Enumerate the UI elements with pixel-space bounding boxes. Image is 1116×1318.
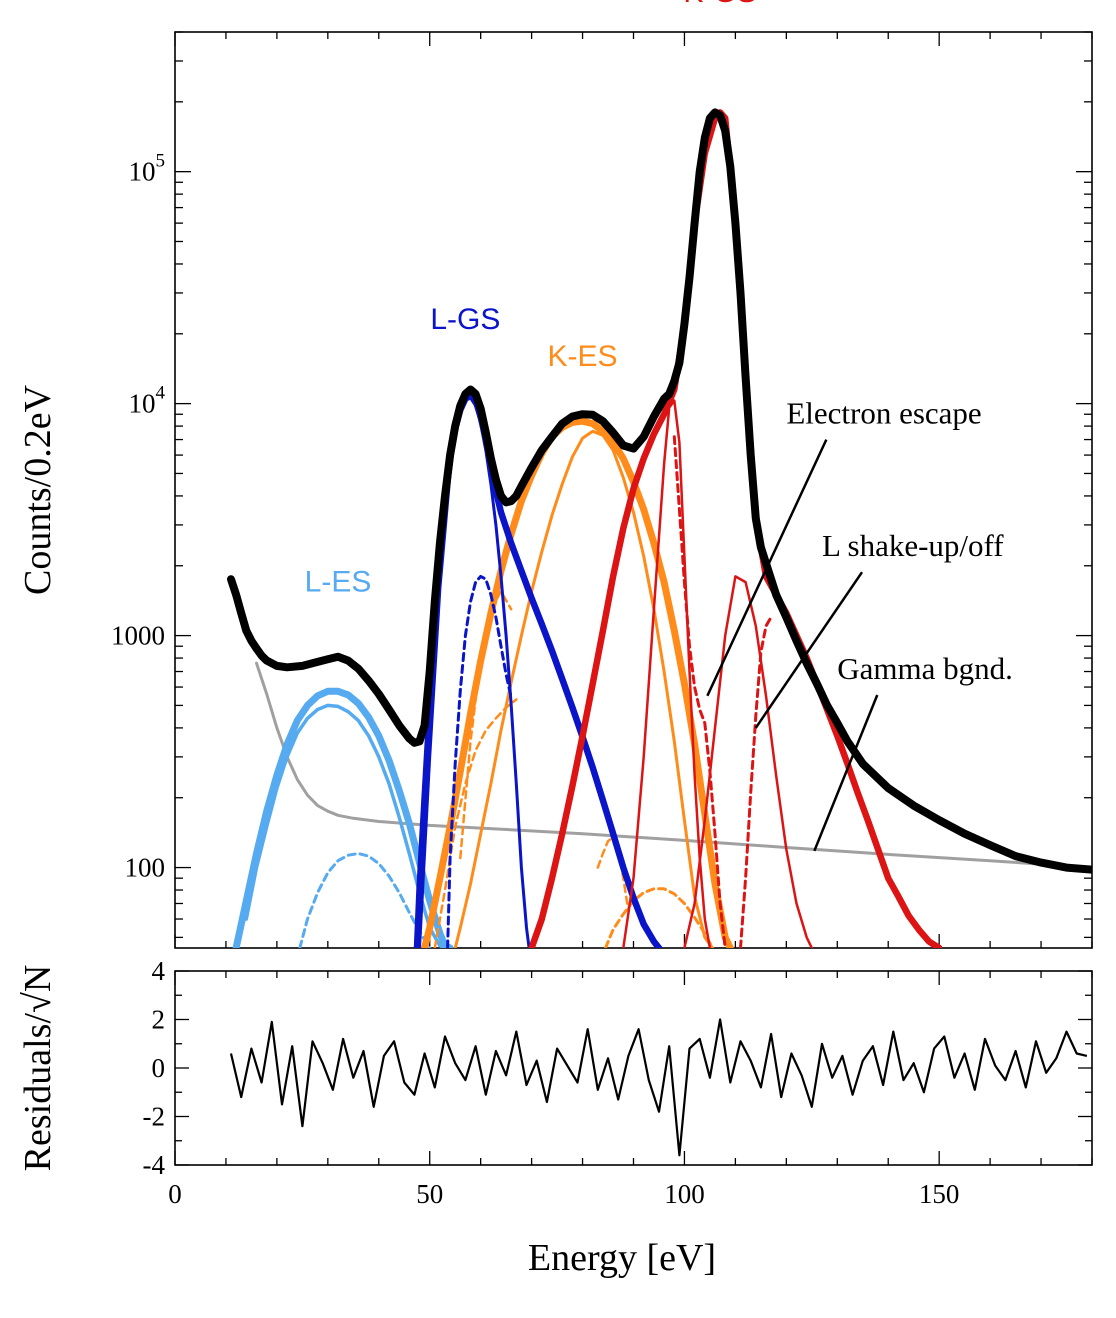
x-tick-label: 0 <box>168 1179 182 1209</box>
residual-y-tick-label: -2 <box>143 1102 166 1132</box>
residuals-y-axis-label: Residuals/√N <box>17 965 59 1172</box>
annotation-pointer <box>706 439 828 697</box>
x-tick-label: 50 <box>416 1179 443 1209</box>
spectrum-panel: 100 1000 104 105 L-ES L-GS K-ES K-GS Electron es… <box>111 0 1093 949</box>
series-k-gs-escape <box>622 399 712 948</box>
residual-y-tick-label: -4 <box>143 1150 166 1180</box>
x-axis-label: Energy [eV] <box>528 1237 716 1279</box>
annotation-gamma-bgnd-: Gamma bgnd. <box>837 651 1013 686</box>
series-k-es <box>421 417 734 948</box>
y-axis-label: Counts/0.2eV <box>17 384 59 595</box>
series-k-es-tail-2 <box>604 887 714 948</box>
spectrum-series-group <box>227 108 1092 948</box>
series-data <box>227 108 1092 874</box>
series-l-es-main <box>244 703 447 948</box>
x-tick-label: 100 <box>664 1179 705 1209</box>
residual-y-tick-label: 0 <box>152 1053 166 1083</box>
y-tick-label: 105 <box>129 151 166 187</box>
annotation-pointer <box>754 571 864 729</box>
annotation-electron-escape: Electron escape <box>786 396 981 431</box>
residuals-plot-frame <box>174 970 1093 1166</box>
series-k-gs-escape-dash <box>672 435 727 948</box>
series-l-es-shake <box>298 852 432 948</box>
y-tick-label: 100 <box>125 853 166 883</box>
peak-label-k-gs: K-GS <box>683 0 756 9</box>
series-k-es-main <box>453 429 714 948</box>
y-tick-label: 104 <box>129 383 166 419</box>
residual-y-tick-label: 4 <box>152 956 166 986</box>
annotation-pointer <box>813 694 879 852</box>
series-residuals <box>229 1018 1088 1157</box>
series-l-gs-shake <box>446 574 513 948</box>
residuals-panel: 420-2-40 50 100 150 <box>143 956 1093 1209</box>
y-tick-label: 1000 <box>111 621 165 651</box>
residual-y-tick-label: 2 <box>152 1005 166 1035</box>
peak-label-l-es: L-ES <box>305 565 372 598</box>
peak-label-l-gs: L-GS <box>430 303 500 336</box>
peak-label-k-es: K-ES <box>548 340 618 373</box>
series-k-gs-shake-dash <box>739 615 773 948</box>
x-tick-label: 150 <box>919 1179 960 1209</box>
annotation-l-shake-up-off: L shake-up/off <box>822 528 1004 563</box>
series-k-es-escape <box>433 698 518 948</box>
